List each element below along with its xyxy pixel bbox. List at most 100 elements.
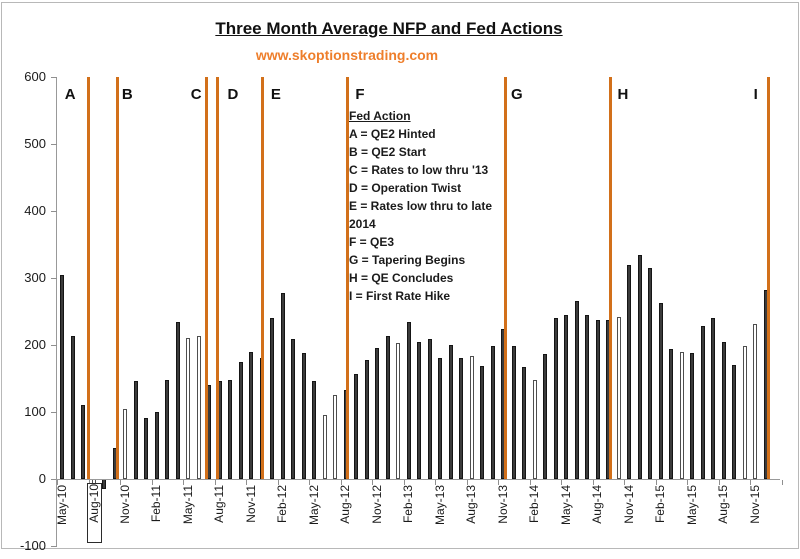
legend-item-3: D = Operation Twist bbox=[349, 181, 462, 195]
bar-Aug-13 bbox=[469, 355, 474, 479]
x-axis-tick bbox=[403, 480, 405, 485]
bar-May-15 bbox=[690, 353, 695, 479]
y-axis-tick bbox=[51, 479, 57, 480]
bar-Mar-15 bbox=[669, 349, 674, 479]
x-axis-tick bbox=[655, 480, 657, 485]
bar-Jun-12 bbox=[322, 414, 327, 479]
x-axis-tick bbox=[435, 480, 436, 485]
x-axis-tick bbox=[561, 480, 562, 485]
bar-Oct-10 bbox=[112, 448, 117, 479]
bar-Apr-15 bbox=[679, 352, 684, 479]
x-tick-label-Feb-12: Feb-12 bbox=[275, 485, 290, 524]
bar-Nov-12 bbox=[375, 348, 380, 479]
y-axis-tick bbox=[51, 77, 57, 78]
bar-Apr-14 bbox=[553, 318, 558, 479]
bar-Oct-13 bbox=[490, 346, 495, 479]
bar-Nov-14 bbox=[627, 264, 632, 479]
x-tick-label-May-13: May-13 bbox=[432, 485, 447, 526]
bar-Oct-12 bbox=[364, 359, 369, 479]
y-axis-line bbox=[56, 77, 57, 547]
x-tick-label-Nov-10: Nov-10 bbox=[117, 485, 132, 524]
bar-Jun-13 bbox=[448, 345, 453, 479]
legend-item-6: G = Tapering Begins bbox=[349, 253, 466, 267]
x-axis-tick bbox=[750, 480, 751, 485]
x-tick-label-Aug-12: Aug-12 bbox=[338, 485, 353, 524]
y-tick-label: 600 bbox=[24, 69, 46, 84]
fed-action-legend: Fed Action A = QE2 Hinted B = QE2 Start C … bbox=[349, 107, 504, 305]
x-tick-label-Aug-13: Aug-13 bbox=[464, 485, 479, 524]
y-axis-tick bbox=[51, 278, 57, 279]
bar-May-10 bbox=[60, 275, 65, 479]
bar-Mar-12 bbox=[291, 338, 296, 479]
x-tick-label-Aug-15: Aug-15 bbox=[716, 485, 731, 524]
bar-Apr-12 bbox=[301, 353, 306, 479]
fed-action-line-E bbox=[261, 77, 265, 479]
fed-action-letter-D: D bbox=[227, 86, 239, 103]
bar-Dec-14 bbox=[637, 254, 642, 479]
legend-item-0: A = QE2 Hinted bbox=[349, 127, 436, 141]
fed-action-letter-G: G bbox=[511, 86, 523, 103]
bar-Feb-13 bbox=[406, 321, 411, 479]
bar-Nov-11 bbox=[249, 352, 254, 479]
x-axis-tick bbox=[57, 480, 58, 485]
y-axis-tick bbox=[51, 546, 57, 547]
bar-Mar-13 bbox=[417, 341, 422, 479]
bar-Mar-11 bbox=[165, 379, 170, 479]
fed-action-letter-H: H bbox=[617, 86, 629, 103]
bar-Jun-15 bbox=[700, 326, 705, 479]
y-tick-label: -100 bbox=[19, 538, 46, 553]
x-tick-label-Nov-12: Nov-12 bbox=[369, 485, 384, 524]
watermark-link[interactable]: www.skoptionstrading.com bbox=[255, 47, 439, 63]
x-axis-tick bbox=[781, 480, 783, 485]
bar-Jul-11 bbox=[207, 385, 212, 479]
y-axis-tick bbox=[51, 144, 57, 145]
bar-Apr-11 bbox=[175, 322, 180, 479]
bar-May-12 bbox=[312, 380, 317, 479]
x-tick-label-Feb-11: Feb-11 bbox=[149, 485, 164, 523]
x-axis-tick bbox=[340, 480, 342, 485]
x-tick-label-Aug-11: Aug-11 bbox=[212, 485, 227, 523]
y-tick-label: 200 bbox=[24, 337, 46, 352]
bar-Sep-12 bbox=[354, 373, 359, 479]
y-tick-label: 500 bbox=[24, 136, 46, 151]
bar-Jul-13 bbox=[459, 358, 464, 479]
fed-action-line-F bbox=[346, 77, 350, 479]
bar-Jul-14 bbox=[585, 314, 590, 479]
fed-action-letter-E: E bbox=[270, 86, 281, 103]
bar-Feb-15 bbox=[658, 302, 663, 479]
fed-action-letter-B: B bbox=[121, 86, 133, 103]
bar-Jun-11 bbox=[196, 336, 201, 479]
x-tick-label-May-10: May-10 bbox=[54, 485, 69, 526]
fed-action-letter-I: I bbox=[753, 86, 758, 103]
x-tick-label-May-15: May-15 bbox=[684, 485, 699, 526]
fed-action-line-I bbox=[766, 77, 770, 479]
x-axis-tick bbox=[309, 480, 310, 485]
legend-item-2: C = Rates to low thru '13 bbox=[349, 163, 489, 177]
bar-Oct-11 bbox=[238, 362, 243, 479]
fed-action-letter-C: C bbox=[190, 86, 202, 103]
bar-Oct-14 bbox=[616, 316, 621, 479]
x-axis-tick bbox=[466, 480, 468, 485]
bar-Jul-15 bbox=[711, 317, 716, 479]
x-axis-tick bbox=[120, 480, 121, 485]
fed-action-line-G bbox=[503, 77, 507, 479]
bar-Dec-13 bbox=[511, 345, 516, 479]
bar-Jul-10 bbox=[81, 405, 86, 479]
bar-Aug-14 bbox=[595, 320, 600, 479]
chart-title: Three Month Average NFP and Fed Actions bbox=[215, 19, 563, 38]
x-axis-tick bbox=[687, 480, 688, 485]
x-axis-tick bbox=[592, 480, 594, 485]
legend-items: A = QE2 Hinted B = QE2 Start C = Rates to … bbox=[349, 125, 504, 305]
bar-Oct-15 bbox=[742, 345, 747, 479]
x-axis-tick bbox=[372, 480, 373, 485]
y-axis-tick bbox=[51, 345, 57, 346]
bar-Feb-12 bbox=[280, 293, 285, 479]
bar-Sep-13 bbox=[480, 365, 485, 479]
y-tick-label: 0 bbox=[38, 471, 46, 486]
x-axis-tick bbox=[183, 480, 184, 485]
x-axis-tick bbox=[498, 480, 499, 485]
x-tick-label-May-12: May-12 bbox=[306, 485, 321, 526]
legend-item-5: F = QE3 bbox=[349, 235, 395, 249]
y-tick-label: 400 bbox=[24, 203, 46, 218]
